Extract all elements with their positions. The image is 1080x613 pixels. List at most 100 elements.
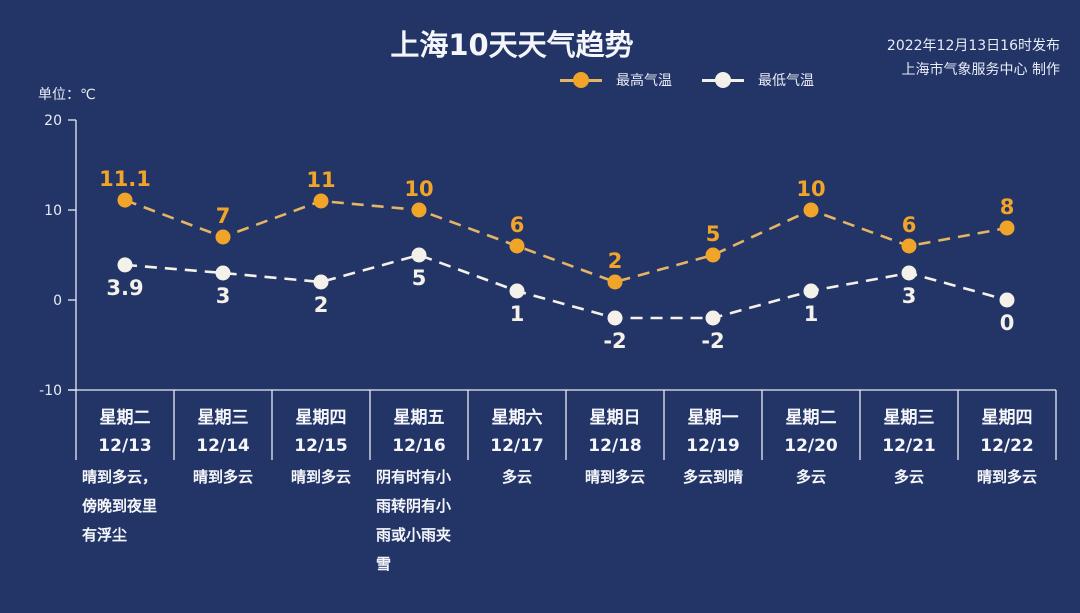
- data-point[interactable]: [313, 274, 329, 290]
- data-point[interactable]: [803, 202, 819, 218]
- data-label: 2: [608, 249, 623, 273]
- data-label: 6: [510, 213, 525, 237]
- legend: 最高气温 最低气温: [560, 70, 844, 90]
- data-point[interactable]: [215, 265, 231, 281]
- data-point[interactable]: [901, 238, 917, 254]
- weather-description: 多云: [501, 468, 532, 486]
- weather-description: 晴到多云: [192, 468, 253, 486]
- issued-time: 2022年12月13日16时发布: [886, 38, 1060, 54]
- weekday-label: 星期五: [393, 408, 445, 428]
- forecast-day: 星期二 12/13 晴到多云，傍晚到夜里有浮尘: [76, 390, 174, 579]
- data-point[interactable]: [117, 192, 133, 208]
- weather-description: 晴到多云: [290, 468, 351, 486]
- weekday-label: 星期三: [197, 408, 249, 428]
- weekday-label: 星期二: [99, 408, 151, 428]
- data-point[interactable]: [705, 247, 721, 263]
- y-tick-label: 0: [53, 293, 62, 309]
- legend-item-high[interactable]: 最高气温: [560, 70, 672, 90]
- day-header: 星期二 12/20: [762, 390, 860, 460]
- forecast-day: 星期日 12/18 晴到多云: [566, 390, 664, 579]
- weekday-label: 星期二: [785, 408, 837, 428]
- data-point[interactable]: [607, 274, 623, 290]
- legend-item-low[interactable]: 最低气温: [702, 70, 814, 90]
- weather-description: 多云: [795, 468, 826, 486]
- series-line: [124, 253, 1008, 320]
- data-label: 5: [706, 222, 721, 246]
- date-label: 12/17: [490, 436, 544, 456]
- data-point[interactable]: [117, 257, 133, 273]
- data-point[interactable]: [411, 247, 427, 263]
- data-label: 1: [510, 302, 525, 326]
- data-point[interactable]: [411, 202, 427, 218]
- data-point[interactable]: [999, 292, 1015, 308]
- data-point[interactable]: [215, 229, 231, 245]
- forecast-day: 星期六 12/17 多云: [468, 390, 566, 579]
- data-label: 3.9: [106, 276, 143, 300]
- date-label: 12/13: [98, 436, 152, 456]
- day-header: 星期四 12/22: [958, 390, 1056, 460]
- y-tick-label: -10: [39, 383, 62, 399]
- data-label: 10: [404, 177, 433, 201]
- high-temp-series: 11.1 7 11 10 6 2 5 10 6 8: [99, 167, 1015, 290]
- forecast-day: 星期一 12/19 多云到晴: [664, 390, 762, 579]
- y-tick-label: 10: [44, 203, 62, 219]
- data-point[interactable]: [901, 265, 917, 281]
- forecast-day: 星期五 12/16 阴有时有小雨转阴有小雨或小雨夹雪: [370, 390, 468, 579]
- data-label: 11.1: [99, 167, 151, 191]
- chart-title: 上海10天天气趋势: [390, 28, 634, 62]
- date-label: 12/18: [588, 436, 642, 456]
- forecast-table: 星期二 12/13 晴到多云，傍晚到夜里有浮尘 星期三 12/14 晴到多云 星期四 12/1…: [76, 390, 1056, 579]
- day-header: 星期四 12/15: [272, 390, 370, 460]
- day-header: 星期三 12/21: [860, 390, 958, 460]
- data-label: 10: [796, 177, 825, 201]
- data-label: 11: [306, 168, 335, 192]
- series-line: [124, 198, 1008, 284]
- weather-description: 晴到多云，傍晚到夜里有浮尘: [82, 468, 158, 544]
- weekday-label: 星期日: [589, 408, 641, 428]
- weekday-label: 星期三: [883, 408, 935, 428]
- day-header: 星期五 12/16: [370, 390, 468, 460]
- data-point[interactable]: [803, 283, 819, 299]
- date-label: 12/19: [686, 436, 740, 456]
- weekday-label: 星期四: [295, 408, 347, 428]
- legend-label-low: 最低气温: [758, 73, 814, 89]
- day-header: 星期二 12/13: [76, 390, 174, 460]
- data-label: 5: [412, 266, 427, 290]
- issue-info: 2022年12月13日16时发布 上海市气象服务中心 制作: [887, 34, 1060, 82]
- producer: 上海市气象服务中心 制作: [901, 62, 1060, 78]
- forecast-day: 星期三 12/14 晴到多云: [174, 390, 272, 579]
- data-point[interactable]: [705, 310, 721, 326]
- date-label: 12/22: [980, 436, 1034, 456]
- weekday-label: 星期四: [981, 408, 1033, 428]
- forecast-day: 星期二 12/20 多云: [762, 390, 860, 579]
- y-tick-label: 20: [44, 113, 62, 129]
- data-point[interactable]: [999, 220, 1015, 236]
- date-label: 12/20: [784, 436, 838, 456]
- y-axis-unit: 单位：℃: [38, 87, 96, 103]
- data-label: 0: [1000, 311, 1015, 335]
- day-header: 星期六 12/17: [468, 390, 566, 460]
- data-label: -2: [701, 329, 724, 353]
- data-label: -2: [603, 329, 626, 353]
- date-label: 12/15: [294, 436, 348, 456]
- data-label: 8: [1000, 195, 1015, 219]
- forecast-day: 星期四 12/22 晴到多云: [958, 390, 1056, 579]
- data-point[interactable]: [313, 193, 329, 209]
- weather-description: 晴到多云: [976, 468, 1037, 486]
- data-point[interactable]: [509, 283, 525, 299]
- data-point[interactable]: [509, 238, 525, 254]
- forecast-day: 星期三 12/21 多云: [860, 390, 958, 579]
- date-label: 12/16: [392, 436, 446, 456]
- low-line-marker-icon: [702, 72, 744, 88]
- date-label: 12/14: [196, 436, 250, 456]
- weekday-label: 星期一: [687, 408, 739, 428]
- weekday-label: 星期六: [491, 408, 543, 428]
- weather-description: 多云到晴: [682, 468, 743, 486]
- high-line-marker-icon: [560, 72, 602, 88]
- low-temp-series: 3.9 3 2 5 1 -2 -2 1 3 0: [106, 247, 1015, 353]
- legend-label-high: 最高气温: [616, 73, 672, 89]
- data-point[interactable]: [607, 310, 623, 326]
- data-label: 2: [314, 293, 329, 317]
